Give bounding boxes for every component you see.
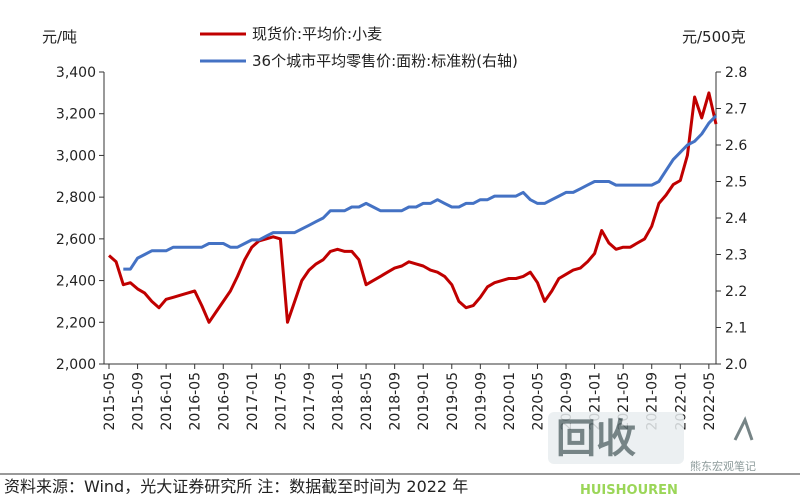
legend-label-wheat: 现货价:平均价:小麦 <box>252 25 382 43</box>
left-tick-label: 2,600 <box>56 232 96 248</box>
series-layer <box>108 91 718 324</box>
right-tick-label: 2.7 <box>725 102 747 118</box>
watermark-logo: 回收 HUISHOUREN 熊东宏观笔记 <box>548 412 756 498</box>
right-tick-label: 2.1 <box>725 321 747 337</box>
x-tick-label: 2020-01 <box>502 372 518 431</box>
right-tick-label: 2.6 <box>725 138 747 154</box>
x-tick-label: 2019-05 <box>445 372 461 431</box>
legend: 现货价:平均价:小麦 36个城市平均零售价:面粉:标准粉(右轴) <box>200 25 518 70</box>
x-tick-label: 2016-05 <box>188 372 204 431</box>
plot-frame <box>103 72 717 365</box>
x-tick-label: 2016-09 <box>216 372 232 431</box>
left-tick-label: 2,000 <box>56 357 96 373</box>
x-tick-label: 2020-05 <box>530 372 546 431</box>
left-tick-label: 3,400 <box>56 65 96 81</box>
x-tick-label: 2018-01 <box>331 372 347 431</box>
x-tick-label: 2018-05 <box>359 372 375 431</box>
x-tick-label: 2015-05 <box>102 372 118 431</box>
left-axis-ticks: 2,000 2,200 2,400 2,600 2,800 3,000 3,200 3,400 <box>56 65 104 373</box>
right-axis-ticks: 2.0 2.1 2.2 2.3 2.4 2.5 2.6 2.7 2.8 <box>716 65 747 373</box>
right-tick-label: 2.8 <box>725 65 747 81</box>
x-tick-label: 2017-09 <box>302 372 318 431</box>
left-tick-label: 2,800 <box>56 190 96 206</box>
series-line-wheat <box>108 91 718 324</box>
x-tick-label: 2019-01 <box>416 372 432 431</box>
x-tick-label: 2019-09 <box>473 372 489 431</box>
logo-mark-icon <box>733 416 754 441</box>
right-tick-label: 2.0 <box>725 357 747 373</box>
left-tick-label: 2,400 <box>56 274 96 290</box>
right-tick-label: 2.2 <box>725 284 747 300</box>
left-tick-label: 3,200 <box>56 107 96 123</box>
right-tick-label: 2.3 <box>725 248 747 264</box>
legend-label-flour: 36个城市平均零售价:面粉:标准粉(右轴) <box>252 52 518 70</box>
right-axis-unit: 元/500克 <box>682 28 746 46</box>
x-tick-label: 2022-05 <box>702 372 718 431</box>
x-tick-label: 2015-09 <box>131 372 147 431</box>
logo-text: 回收 <box>556 416 636 462</box>
right-tick-label: 2.4 <box>725 211 747 227</box>
x-tick-label: 2018-09 <box>388 372 404 431</box>
x-tick-label: 2016-01 <box>159 372 175 431</box>
logo-subtext: HUISHOUREN <box>580 483 678 498</box>
left-tick-label: 3,000 <box>56 148 96 164</box>
x-tick-label: 2017-01 <box>245 372 261 431</box>
logo-plate <box>548 412 684 464</box>
source-note: 资料来源：Wind，光大证券研究所 注：数据截至时间为 2022 年 <box>4 477 468 496</box>
left-tick-label: 2,200 <box>56 315 96 331</box>
right-tick-label: 2.5 <box>725 175 747 191</box>
x-tick-label: 2017-05 <box>273 372 289 431</box>
left-axis-unit: 元/吨 <box>42 28 77 46</box>
watermark-text: 熊东宏观笔记 <box>690 459 756 473</box>
series-line-flour <box>123 114 718 271</box>
